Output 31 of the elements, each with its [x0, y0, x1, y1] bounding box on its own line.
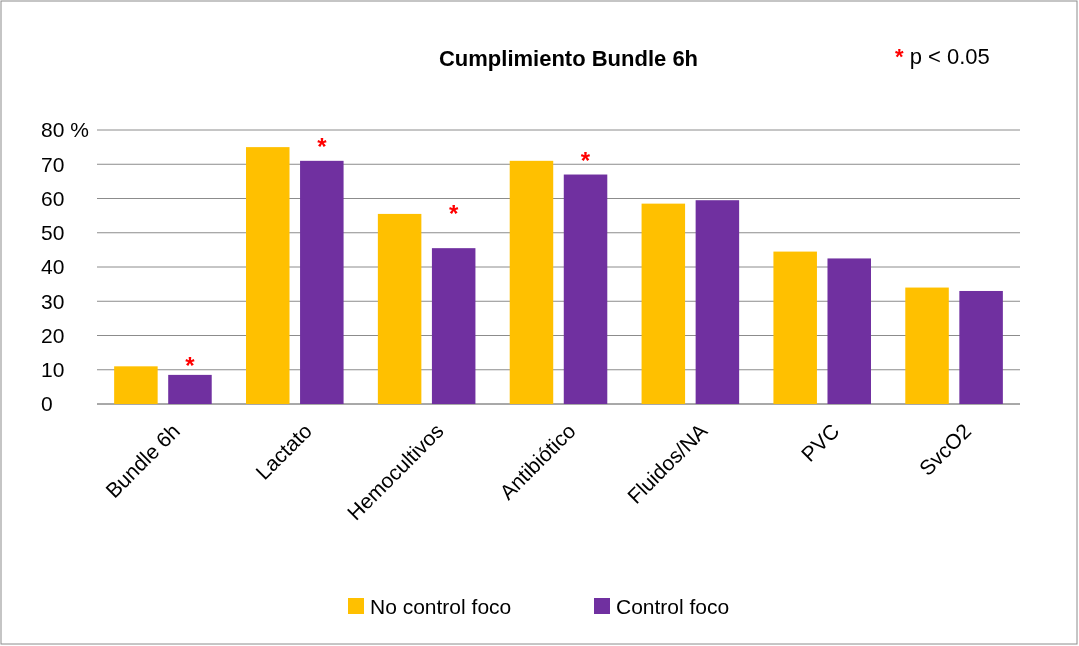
annotation: * [185, 352, 196, 380]
bar [300, 160, 344, 404]
bar [827, 258, 871, 404]
bar [905, 287, 949, 404]
bar [431, 248, 476, 404]
y-tick-label: 40 [41, 255, 65, 279]
y-tick-label: 60 [41, 186, 65, 210]
bar [563, 174, 608, 404]
y-tick-label: 10 [41, 358, 65, 382]
annotation: * [449, 199, 459, 227]
y-tick-label: 30 [41, 289, 65, 313]
y-tick-label: 20 [41, 323, 65, 347]
bar [168, 374, 212, 404]
annotation: * [580, 146, 591, 174]
bar [114, 366, 158, 404]
y-tick-label: 70 [41, 152, 65, 176]
legend-label: No control foco [370, 595, 512, 618]
y-tick-label: 0 [41, 392, 53, 416]
bar [773, 251, 817, 404]
bar [509, 160, 554, 404]
y-tick-label: 80 % [41, 118, 89, 142]
bar [377, 213, 422, 404]
bar [695, 200, 740, 404]
legend-label: Control foco [616, 595, 730, 618]
annotation: * [317, 133, 328, 161]
bar [246, 147, 290, 404]
y-tick-label: 50 [41, 221, 65, 245]
text: * p < 0.05 [895, 44, 990, 69]
bar [959, 290, 1003, 404]
chart-title: Cumplimiento Bundle 6h [438, 46, 699, 71]
bar [641, 203, 686, 404]
